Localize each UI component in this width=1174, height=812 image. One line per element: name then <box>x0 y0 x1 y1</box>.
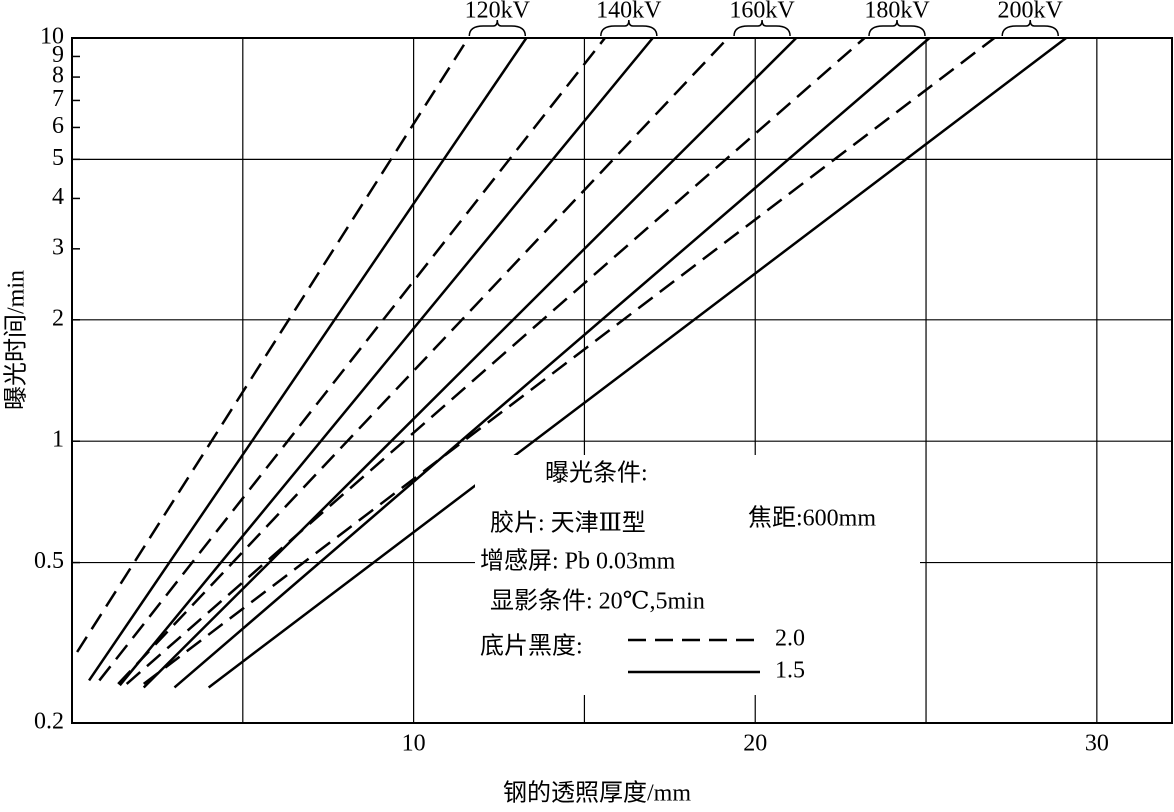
y-tick-label: 9 <box>52 42 64 68</box>
x-tick-label: 30 <box>1085 731 1109 757</box>
series-label: 120kV <box>465 0 531 24</box>
line <box>88 37 528 682</box>
line <box>173 37 931 689</box>
label-brace <box>733 19 791 37</box>
label-brace <box>468 19 527 37</box>
line <box>118 37 654 687</box>
legend-label: 2.0 <box>775 626 805 652</box>
line <box>142 37 996 685</box>
line <box>98 37 606 682</box>
series-label: 160kV <box>729 0 795 24</box>
annotation-bg <box>475 455 920 695</box>
y-tick-label: 0.5 <box>34 548 64 574</box>
line <box>125 37 866 685</box>
annotation: 曝光条件: 胶片: 天津Ⅲ型 焦距:600mm 增感屏: Pb 0.03mm 显… <box>475 455 920 695</box>
y-tick-label: 3 <box>52 234 64 260</box>
label-brace <box>868 19 926 37</box>
x-tick-label: 10 <box>402 731 426 757</box>
series-label: 200kV <box>998 0 1064 24</box>
y-tick-label: 8 <box>52 63 64 89</box>
line <box>76 37 470 653</box>
y-tick-label: 1 <box>52 427 64 453</box>
y-tick-label: 7 <box>52 86 64 112</box>
series-label: 180kV <box>864 0 930 24</box>
y-tick-label: 6 <box>52 113 64 139</box>
annotation-title: 曝光条件: <box>545 460 648 487</box>
y-tick-label: 5 <box>52 145 64 171</box>
legend-label: 1.5 <box>775 658 805 684</box>
annotation-text: 增感屏: Pb 0.03mm <box>480 548 676 575</box>
line <box>117 37 729 685</box>
y-axis-label: 曝光时间/min <box>3 270 30 410</box>
annotation-text: 焦距:600mm <box>748 505 876 532</box>
label-brace <box>1001 19 1059 37</box>
y-tick-label: 10 <box>40 24 64 50</box>
line <box>207 37 1067 689</box>
annotation-text: 胶片: 天津Ⅲ型 <box>490 510 646 537</box>
y-tick-label: 0.2 <box>34 709 64 735</box>
y-tick-label: 4 <box>52 184 64 210</box>
line <box>142 37 798 689</box>
x-axis-label: 钢的透照厚度/mm <box>503 780 691 807</box>
y-tick-label: 2 <box>52 305 64 331</box>
series-label: 140kV <box>596 0 662 24</box>
x-tick-label: 20 <box>743 731 767 757</box>
annotation-text: 显影条件: 20℃,5min <box>490 588 705 615</box>
legend-title: 底片黑度: <box>480 633 583 660</box>
label-brace <box>600 19 658 37</box>
